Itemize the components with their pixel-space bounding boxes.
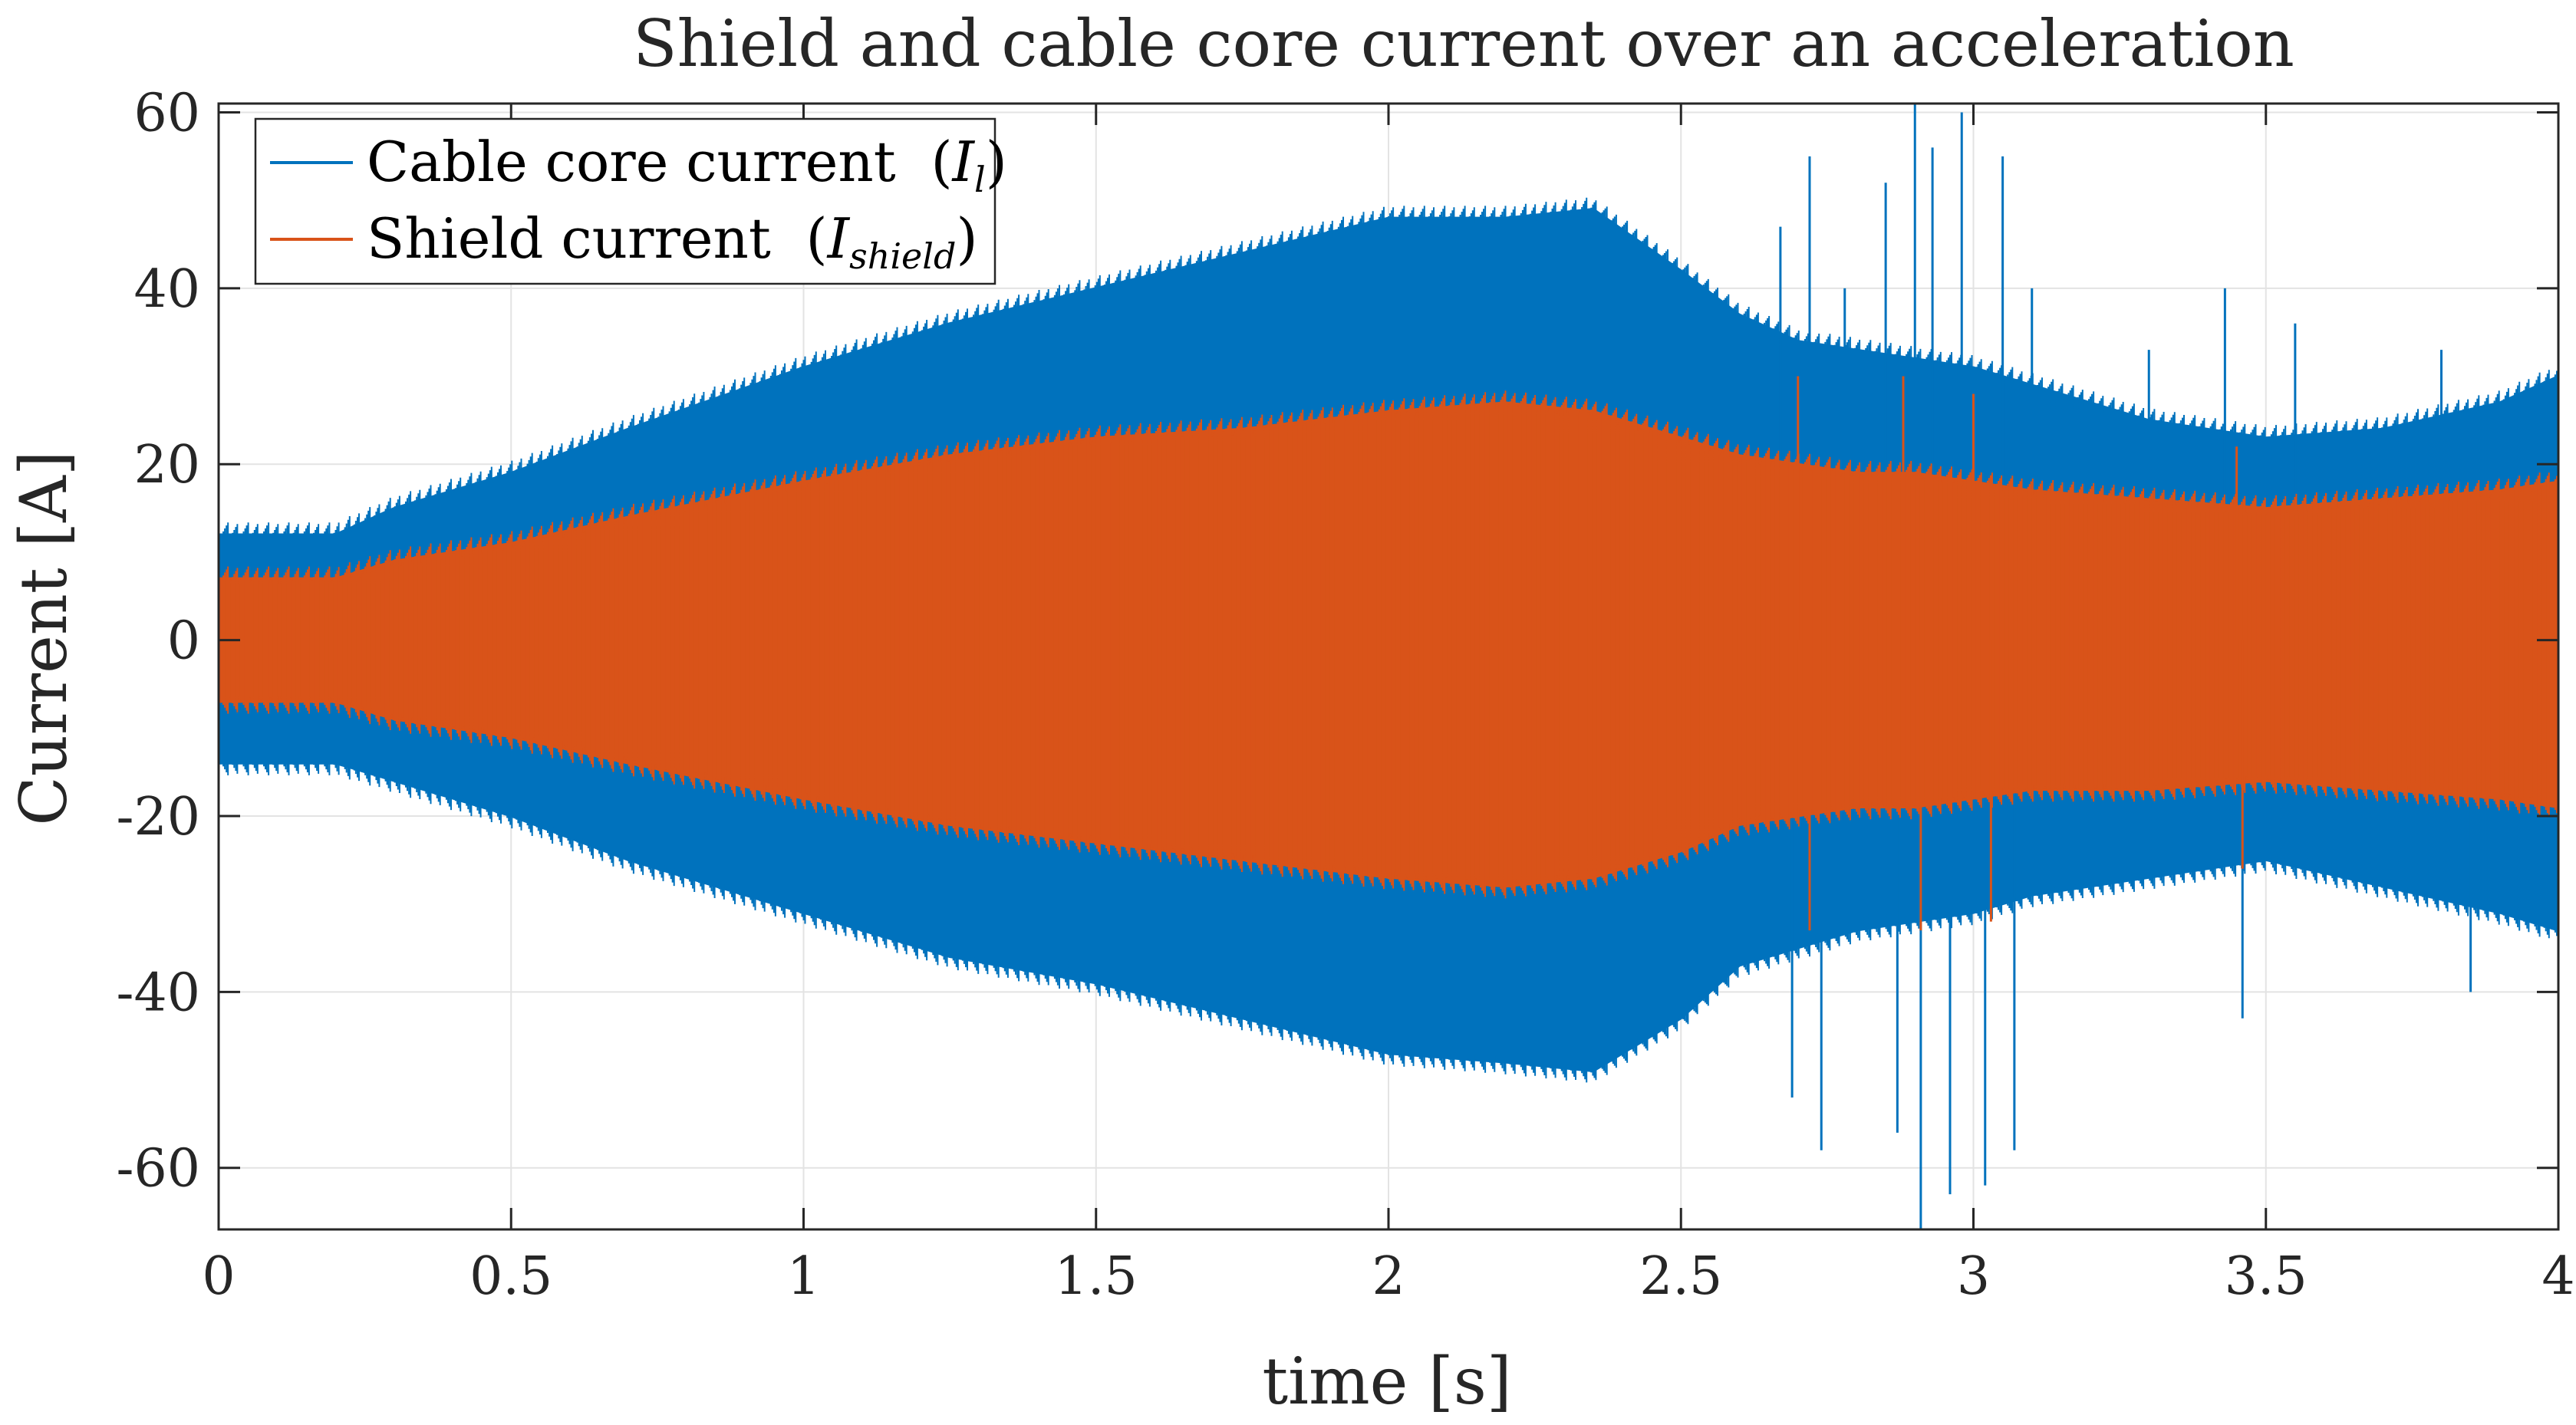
legend: Cable core current (Il) Shield current (…: [254, 117, 1007, 285]
legend-symbol-shield: I: [826, 206, 851, 271]
legend-name-cable-core: Cable core current: [367, 130, 896, 194]
y-tick-label: 40: [133, 259, 200, 320]
legend-label-cable-core: Cable core current (Il): [367, 130, 1007, 200]
legend-box: [254, 117, 996, 285]
legend-open-paren-0: (: [914, 130, 953, 194]
legend-name-shield: Shield current: [367, 206, 771, 271]
y-tick-label: -20: [116, 787, 200, 847]
legend-symbol-cable-core: I: [951, 130, 976, 194]
x-tick-label: 2: [1372, 1246, 1405, 1307]
y-tick-label: 20: [133, 435, 200, 495]
series-layer: [217, 104, 2560, 1229]
chart-title: Shield and cable core current over an ac…: [633, 6, 2294, 81]
x-axis-label: time [s]: [1262, 1344, 1511, 1419]
y-tick-label: 0: [167, 611, 200, 672]
x-tick-label: 2.5: [1639, 1246, 1722, 1307]
x-tick-label: 3: [1957, 1246, 1990, 1307]
legend-subscript-shield: shield: [849, 235, 956, 277]
legend-subscript-cable-core: l: [974, 159, 986, 200]
y-tick-label: -40: [116, 963, 200, 1023]
legend-close-paren-0: ): [986, 130, 1007, 194]
legend-close-paren-1: ): [956, 206, 977, 271]
x-tick-label: 1.5: [1055, 1246, 1138, 1307]
x-tick-label: 1: [787, 1246, 820, 1307]
ticks: 0 0.5 1 1.5 2 2.5 3 3.5 4 60 40 20 0 -20 -40 -60: [116, 83, 2574, 1307]
y-axis-label: Current [A]: [6, 450, 81, 825]
x-tick-label: 3.5: [2225, 1246, 2308, 1307]
x-tick-label: 0.5: [469, 1246, 552, 1307]
legend-open-paren-1: (: [789, 206, 828, 271]
y-tick-label: -60: [116, 1139, 200, 1200]
y-tick-label: 60: [133, 83, 200, 143]
x-tick-label: 0: [202, 1246, 235, 1307]
legend-label-shield: Shield current (Ishield): [367, 206, 978, 277]
x-tick-label: 4: [2541, 1246, 2574, 1307]
